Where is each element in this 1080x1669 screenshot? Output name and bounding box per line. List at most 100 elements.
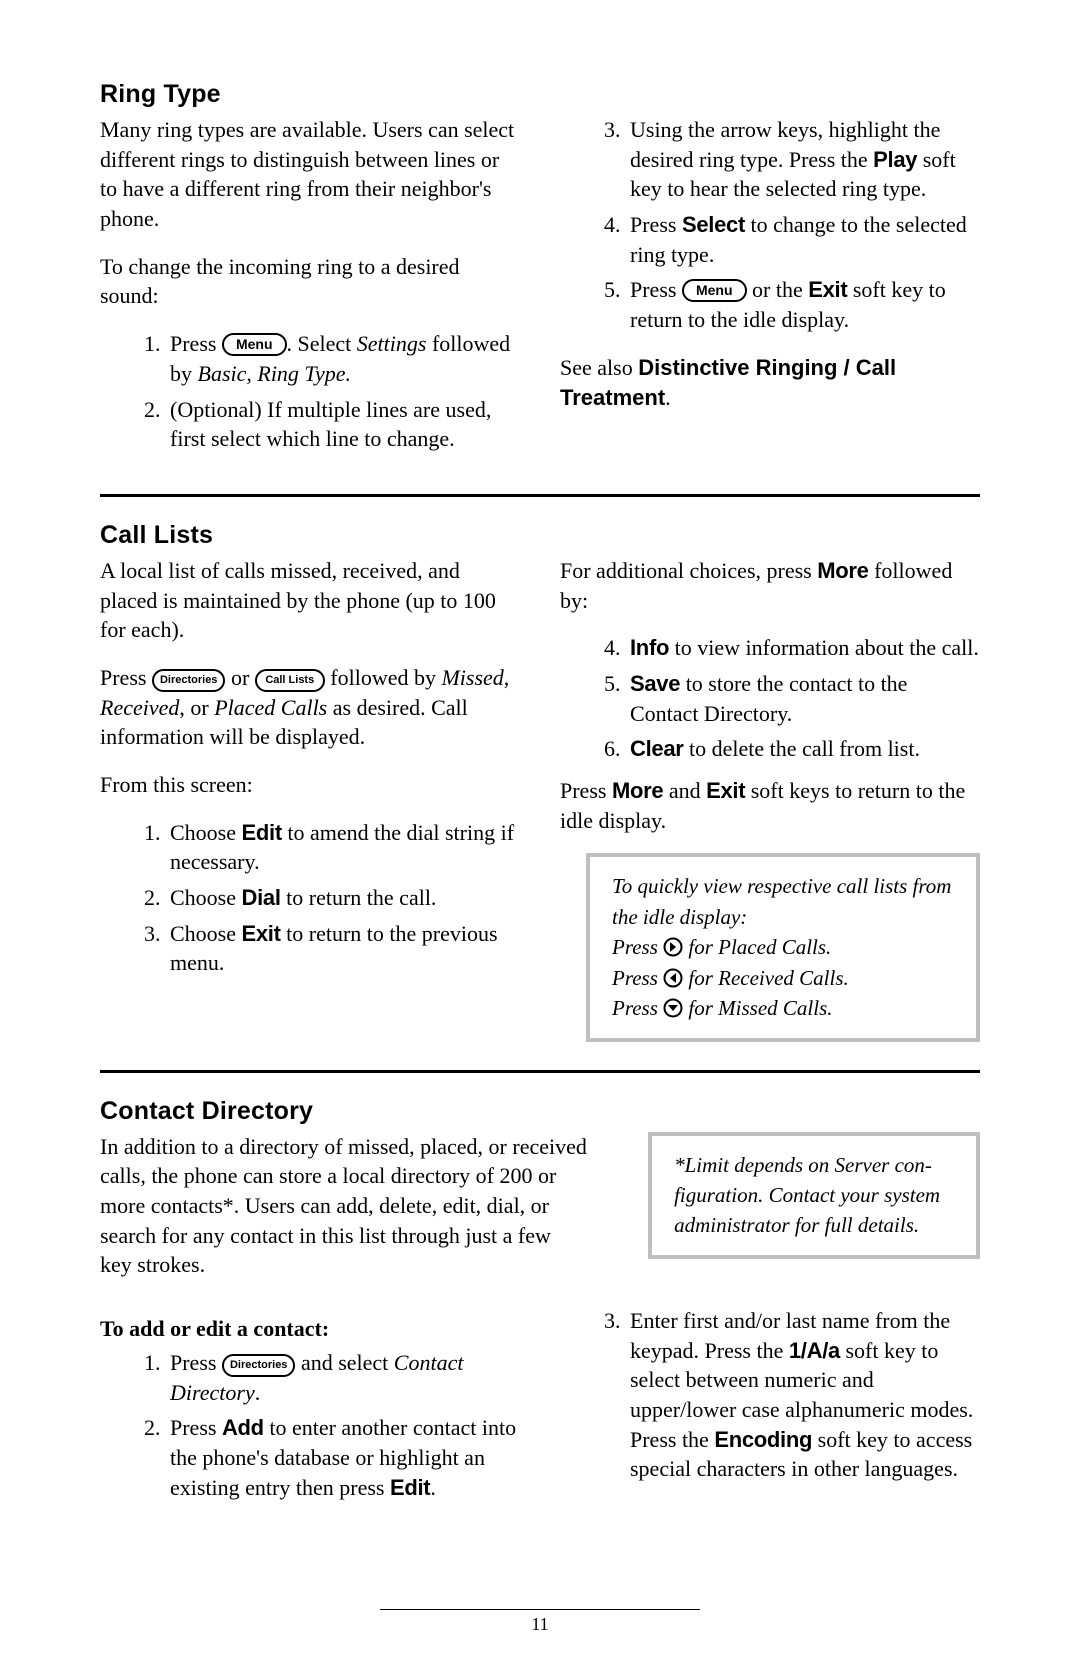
from-this-screen: From this screen: (100, 770, 520, 800)
page-footer: 11 (0, 1609, 1080, 1635)
contact-intro: In addition to a directory of missed, pl… (100, 1132, 588, 1280)
cl-more-b: More (817, 558, 868, 583)
cd2-add: Add (222, 1415, 264, 1440)
cl2a: Choose (170, 885, 242, 910)
directories-key-icon-2: Directories (222, 1354, 295, 1377)
contact-steps-right: Enter first and/or last name from the ke… (560, 1306, 980, 1484)
ring-step-4: Press Select to change to the se­lected … (626, 210, 980, 269)
cl3-exit: Exit (242, 921, 281, 946)
add-edit-subhead: To add or edit a contact: (100, 1316, 520, 1342)
contact-left: To add or edit a contact: Press Director… (100, 1306, 520, 1514)
tail-exit: Exit (706, 778, 745, 803)
divider-2 (100, 1070, 980, 1073)
cl-placed: Placed Calls (214, 695, 327, 720)
step5-exit: Exit (808, 277, 847, 302)
cl-received: Received (100, 695, 179, 720)
call-lists-press: Press Directories or Call Lists followed… (100, 663, 520, 752)
call-lists-steps-left: Choose Edit to amend the dial string if … (100, 818, 520, 978)
arrow-left-icon (663, 968, 683, 988)
tip-line2: Press for Placed Calls. (612, 932, 954, 962)
arrow-down-icon (663, 998, 683, 1018)
call-lists-key-icon: Call Lists (255, 669, 325, 692)
cl-step-6: Clear to delete the call from list. (626, 734, 980, 764)
cd2a: Press (170, 1415, 222, 1440)
cl3a: Choose (170, 921, 242, 946)
cl4b: to view information about the call. (669, 635, 979, 660)
heading-call-lists: Call Lists (100, 521, 980, 550)
cd2-edit: Edit (390, 1475, 430, 1500)
cl-tail: Press More and Exit soft keys to return … (560, 776, 980, 835)
more-followed-by: For additional choices, press More fol­l… (560, 556, 980, 615)
step5a: Press (630, 277, 682, 302)
tip-line4: Press for Missed Calls. (612, 993, 954, 1023)
contact-note-col: *Limit depends on Server con­figuration.… (648, 1132, 980, 1298)
menu-key-icon-2: Menu (682, 279, 747, 302)
page-number: 11 (531, 1614, 548, 1634)
cl-pb: or (225, 665, 254, 690)
cd3-enc: Encoding (714, 1427, 812, 1452)
cl1a: Choose (170, 820, 242, 845)
cd-step-2: Press Add to enter another contact into … (166, 1413, 520, 1502)
tip-box: To quickly view respective call lists fr… (586, 853, 980, 1041)
menu-key-icon: Menu (222, 333, 287, 356)
cl6b: to delete the call from list. (684, 736, 920, 761)
tip-line3: Press for Received Calls. (612, 963, 954, 993)
ring-step-5: Press Menu or the Exit soft key to retur… (626, 275, 980, 334)
step3-play: Play (873, 147, 917, 172)
ring-step-2: (Optional) If multiple lines are used, f… (166, 395, 520, 454)
manual-page: Ring Type Many ring types are available.… (0, 0, 1080, 1669)
ring-type-left: Many ring types are available. Users can… (100, 115, 520, 466)
cl-pa: Press (100, 665, 152, 690)
tip3b: for Received Calls. (683, 966, 849, 990)
see-also: See also Distinctive Ringing / Call Trea… (560, 353, 980, 412)
contact-intro-col: In addition to a directory of missed, pl… (100, 1132, 588, 1298)
cl-step-2: Choose Dial to return the call. (166, 883, 520, 913)
cd3-1aa: 1/A/a (789, 1338, 840, 1363)
tip-line1: To quickly view respective call lists fr… (612, 871, 954, 932)
cd2e: . (430, 1475, 436, 1500)
contact-steps-left: Press Directories and select Contact Dir… (100, 1348, 520, 1502)
cl-pc: followed by (325, 665, 442, 690)
ring-type-columns: Many ring types are available. Users can… (100, 115, 980, 466)
cd-step-3: Enter first and/or last name from the ke… (626, 1306, 980, 1484)
ring-step-3: Using the arrow keys, highlight the desi… (626, 115, 980, 204)
step1-text-b: . Select (287, 331, 357, 356)
arrow-right-icon (663, 937, 683, 957)
call-lists-columns: A local list of calls missed, received, … (100, 556, 980, 1042)
cl4-info: Info (630, 635, 669, 660)
ring-type-right: Using the arrow keys, highlight the desi… (560, 115, 980, 466)
cd-step-1: Press Directories and select Contact Dir… (166, 1348, 520, 1407)
cl6-clear: Clear (630, 736, 684, 761)
heading-contact-directory: Contact Directory (100, 1097, 980, 1126)
tip4b: for Missed Calls. (683, 996, 832, 1020)
cl2-dial: Dial (242, 885, 281, 910)
contact-note-box: *Limit depends on Server con­figuration.… (648, 1132, 980, 1259)
tip4a: Press (612, 996, 663, 1020)
contact-note: *Limit depends on Server con­figuration.… (674, 1153, 940, 1238)
cl-pe: , (504, 665, 510, 690)
tail-c: and (663, 778, 706, 803)
step1-settings: Settings (357, 331, 427, 356)
ring-type-steps-right: Using the arrow keys, highlight the desi… (560, 115, 980, 335)
see-also-a: See also (560, 355, 638, 380)
cl-more-a: For additional choices, press (560, 558, 817, 583)
divider-1 (100, 494, 980, 497)
tail-a: Press (560, 778, 612, 803)
ring-step-1: Press Menu. Select Settings followed by … (166, 329, 520, 388)
cd1a: Press (170, 1350, 222, 1375)
cd1d: . (255, 1380, 261, 1405)
heading-ring-type: Ring Type (100, 80, 980, 109)
cl2c: to return the call. (281, 885, 437, 910)
step1-basic: Basic, Ring Type. (198, 361, 352, 386)
cl5-save: Save (630, 671, 680, 696)
step1-text-a: Press (170, 331, 222, 356)
directories-key-icon: Directories (152, 669, 225, 692)
ring-type-leadin: To change the incoming ring to a desired… (100, 252, 520, 311)
tip3a: Press (612, 966, 663, 990)
ring-type-steps-left: Press Menu. Select Settings followed by … (100, 329, 520, 454)
call-lists-steps-right: Info to view information about the call.… (560, 633, 980, 764)
cl-step-1: Choose Edit to amend the dial string if … (166, 818, 520, 877)
cd1b: and select (295, 1350, 393, 1375)
cl-step-3: Choose Exit to return to the previ­ous m… (166, 919, 520, 978)
contact-dir-bottom: To add or edit a contact: Press Director… (100, 1306, 980, 1514)
